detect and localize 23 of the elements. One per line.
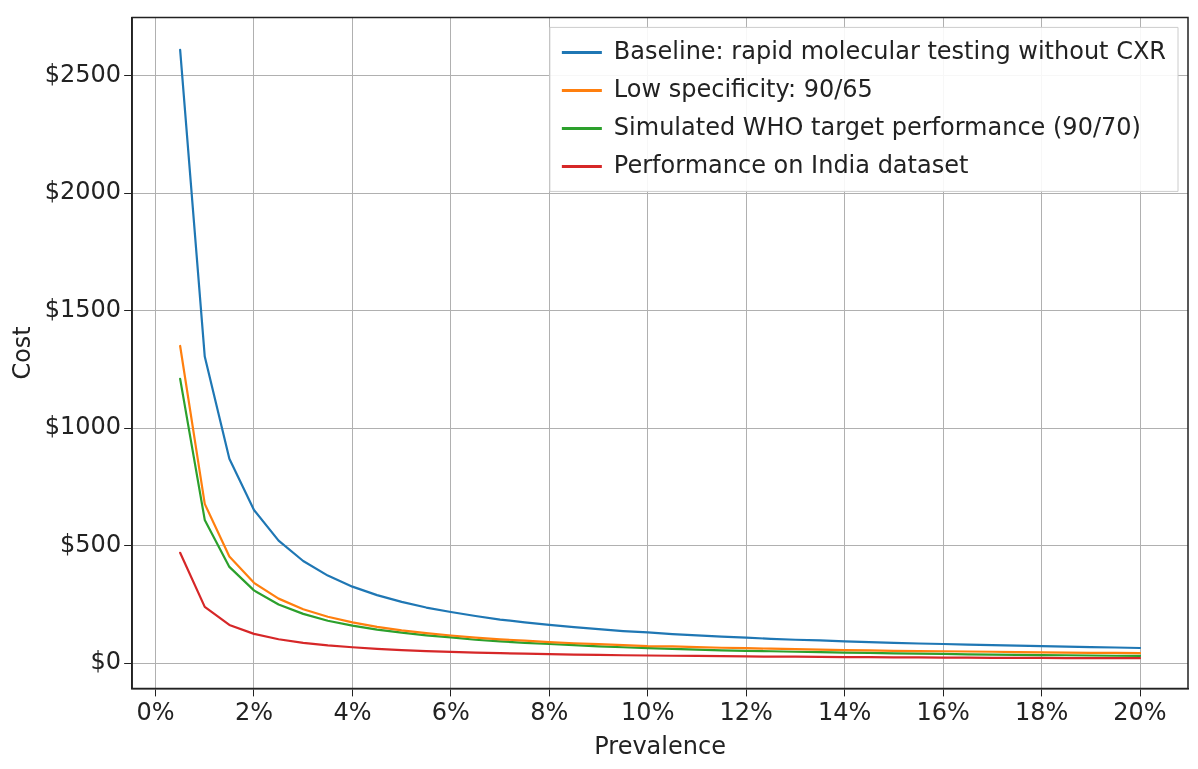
y-tick-label: $1500 — [44, 294, 122, 323]
y-axis-title: Cost — [7, 326, 36, 380]
x-tick-label: 4% — [333, 698, 372, 727]
x-tick-label: 2% — [234, 698, 274, 727]
y-tick-label: $1000 — [44, 412, 122, 441]
x-tick-label: 14% — [817, 698, 872, 727]
x-tick-label: 6% — [431, 698, 470, 727]
legend-label: Performance on India dataset — [613, 150, 969, 179]
x-tick-label: 0% — [136, 698, 175, 727]
x-tick-label: 16% — [916, 698, 970, 727]
legend-label: Low specificity: 90/65 — [613, 74, 873, 103]
x-tick-label: 18% — [1014, 698, 1069, 727]
x-tick-label: 10% — [621, 698, 675, 727]
legend-label: Simulated WHO target performance (90/70) — [613, 112, 1141, 141]
legend-label: Baseline: rapid molecular testing without CXR — [613, 36, 1166, 65]
y-tick-label: $2000 — [44, 177, 122, 206]
y-tick-label: $500 — [60, 529, 122, 558]
y-tick-label: $2500 — [44, 59, 122, 88]
x-axis-title: Prevalence — [594, 731, 726, 760]
x-tick-label: 8% — [530, 698, 569, 727]
x-tick-label: 20% — [1113, 698, 1167, 727]
x-tick-label: 12% — [719, 698, 773, 727]
y-tick-label: $0 — [90, 647, 122, 676]
